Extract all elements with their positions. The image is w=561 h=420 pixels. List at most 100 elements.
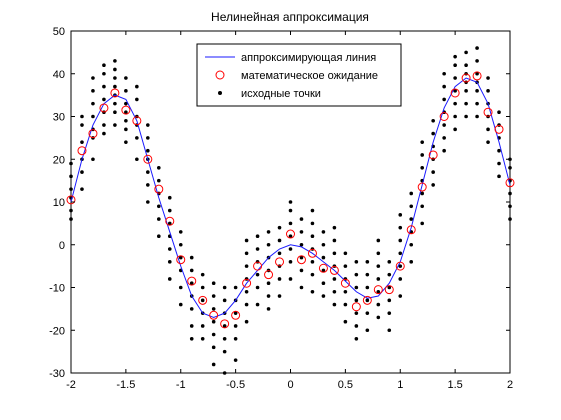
raw-data-point: [266, 281, 271, 286]
raw-data-point: [376, 251, 381, 256]
fit-line-layer: [70, 77, 511, 318]
raw-data-point: [376, 264, 381, 268]
raw-data-point: [354, 272, 359, 277]
raw-data-point: [124, 76, 128, 80]
mean-markers-layer: [66, 71, 515, 329]
raw-data-point: [135, 97, 139, 102]
legend-dot-swatch: [218, 91, 222, 95]
raw-data-point: [354, 324, 359, 328]
raw-data-point: [80, 123, 84, 127]
mean-marker: [66, 195, 76, 205]
raw-data-point: [124, 140, 128, 144]
raw-data-point: [332, 225, 337, 230]
y-tick-label: 50: [53, 26, 65, 38]
raw-data-point: [486, 89, 490, 93]
raw-data-point: [244, 319, 249, 324]
raw-data-point: [135, 136, 139, 140]
mean-marker: [99, 103, 109, 113]
raw-data-point: [310, 234, 315, 238]
raw-data-point: [135, 84, 139, 89]
raw-data-point: [321, 268, 326, 273]
raw-data-point: [233, 285, 238, 290]
raw-data-point: [442, 71, 446, 76]
raw-data-point: [475, 46, 479, 50]
raw-data-point: [365, 311, 370, 315]
raw-data-point: [113, 123, 117, 127]
raw-data-point: [135, 157, 139, 162]
raw-data-point: [288, 277, 293, 281]
raw-data-point: [167, 277, 172, 281]
raw-data-point: [387, 272, 392, 277]
raw-data-point: [69, 161, 73, 166]
raw-data-point: [91, 114, 95, 119]
y-tick-label: 20: [53, 154, 65, 166]
raw-data-point: [354, 311, 359, 315]
raw-data-point: [299, 285, 304, 290]
raw-data-point: [102, 123, 106, 127]
raw-data-point: [288, 221, 293, 226]
raw-data-point: [376, 289, 381, 294]
raw-data-point: [376, 238, 381, 243]
raw-data-point: [200, 337, 205, 341]
mean-marker: [351, 302, 361, 312]
mean-marker: [242, 278, 252, 288]
raw-data-point: [244, 264, 249, 268]
raw-data-point: [244, 289, 249, 294]
raw-data-point: [288, 234, 293, 238]
raw-data-point: [113, 59, 117, 63]
mean-marker: [253, 261, 263, 271]
raw-data-point: [157, 178, 161, 183]
raw-data-point: [508, 204, 512, 209]
raw-data-point: [80, 187, 84, 191]
axes-layer: -2 -1.5 -1 -0.5 0 0.5 1 1.5 2 -30 -20 -10 0 10 20 30 40 5…: [49, 26, 513, 391]
raw-data-point: [113, 84, 117, 89]
x-tick-label: 0.5: [338, 379, 353, 391]
raw-data-point: [343, 264, 348, 268]
raw-data-point: [255, 272, 260, 277]
raw-data-point: [178, 302, 183, 307]
raw-data-point: [167, 208, 172, 213]
raw-data-point: [113, 67, 117, 72]
raw-data-point: [222, 349, 227, 354]
raw-data-point: [244, 302, 249, 307]
mean-marker: [505, 178, 515, 188]
raw-data-point: [69, 217, 73, 221]
raw-data-point: [178, 230, 183, 234]
raw-data-point: [420, 153, 425, 157]
raw-data-point: [343, 319, 348, 324]
mean-marker: [417, 182, 427, 192]
mean-marker: [307, 248, 317, 258]
raw-data-point: [157, 166, 161, 170]
y-tick-label: 0: [59, 240, 65, 252]
x-tick-label: -0.5: [226, 379, 245, 391]
raw-data-point: [321, 242, 326, 247]
raw-data-point: [431, 131, 435, 136]
raw-data-point: [508, 166, 512, 170]
mean-marker: [318, 263, 328, 273]
x-tick-label: 0: [287, 379, 293, 391]
raw-data-point: [442, 123, 446, 127]
raw-data-point: [91, 101, 95, 106]
raw-data-point: [189, 337, 194, 341]
raw-data-point: [178, 285, 183, 290]
raw-data-point: [387, 298, 392, 303]
raw-data-point: [211, 281, 216, 286]
raw-data-point: [299, 255, 304, 260]
raw-data-point: [310, 208, 315, 213]
raw-data-point: [91, 89, 95, 93]
mean-marker: [110, 88, 120, 98]
raw-data-point: [157, 217, 161, 221]
y-tick-label: 10: [53, 197, 65, 209]
raw-data-point: [310, 289, 315, 294]
raw-data-point: [486, 76, 490, 80]
raw-data-point: [409, 217, 414, 221]
raw-data-point: [255, 285, 260, 290]
raw-data-point: [420, 221, 425, 226]
raw-data-point: [255, 234, 260, 238]
raw-data-point: [146, 183, 150, 187]
raw-data-point: [387, 311, 392, 315]
raw-data-point: [343, 251, 348, 256]
raw-data-point: [453, 89, 457, 93]
raw-data-point: [321, 294, 326, 298]
mean-marker: [450, 88, 460, 98]
